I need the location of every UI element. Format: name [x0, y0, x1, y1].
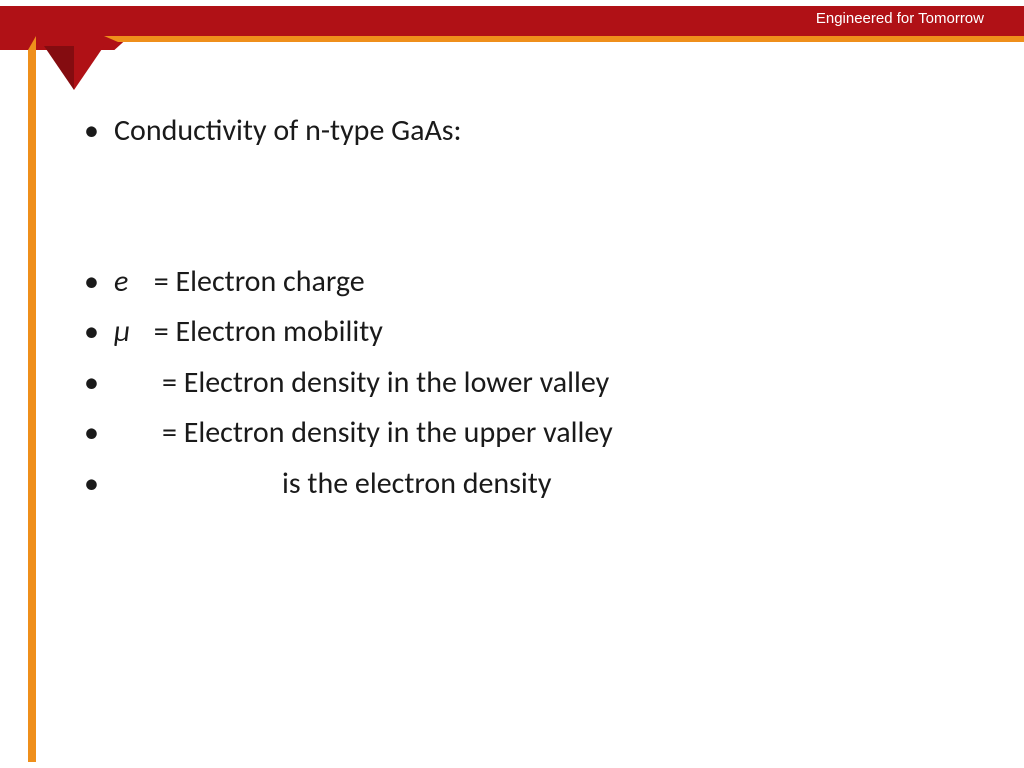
accent-line-top: [118, 36, 1024, 42]
list-item: is the electron density: [78, 461, 984, 508]
list-item: = Electron density in the upper valley: [78, 410, 984, 457]
list-item: = Electron density in the lower valley: [78, 360, 984, 407]
bullet-text: = Electron density in the upper valley: [162, 414, 613, 451]
list-item: e = Electron charge: [78, 259, 984, 306]
banner-tagline: Engineered for Tomorrow: [816, 10, 984, 27]
bullet-text: Conductivity of n-type GaAs:: [114, 112, 462, 149]
spacer: [78, 159, 984, 259]
bullet-list: Conductivity of n-type GaAs: e = Electro…: [78, 108, 984, 507]
slide-content: Conductivity of n-type GaAs: e = Electro…: [78, 108, 984, 748]
symbol-italic: µ: [114, 309, 147, 356]
list-item: µ = Electron mobility: [78, 309, 984, 356]
accent-line-left: [28, 50, 36, 762]
pennant-decoration: [44, 46, 104, 90]
symbol-italic: e: [114, 259, 147, 306]
bullet-text: = Electron density in the lower valley: [162, 364, 609, 401]
slide-root: Engineered for Tomorrow Conductivity of …: [0, 0, 1024, 768]
list-item: Conductivity of n-type GaAs:: [78, 108, 984, 155]
bullet-text: = Electron mobility: [147, 313, 383, 350]
bullet-text: = Electron charge: [147, 263, 365, 300]
bullet-text: is the electron density: [282, 465, 551, 502]
